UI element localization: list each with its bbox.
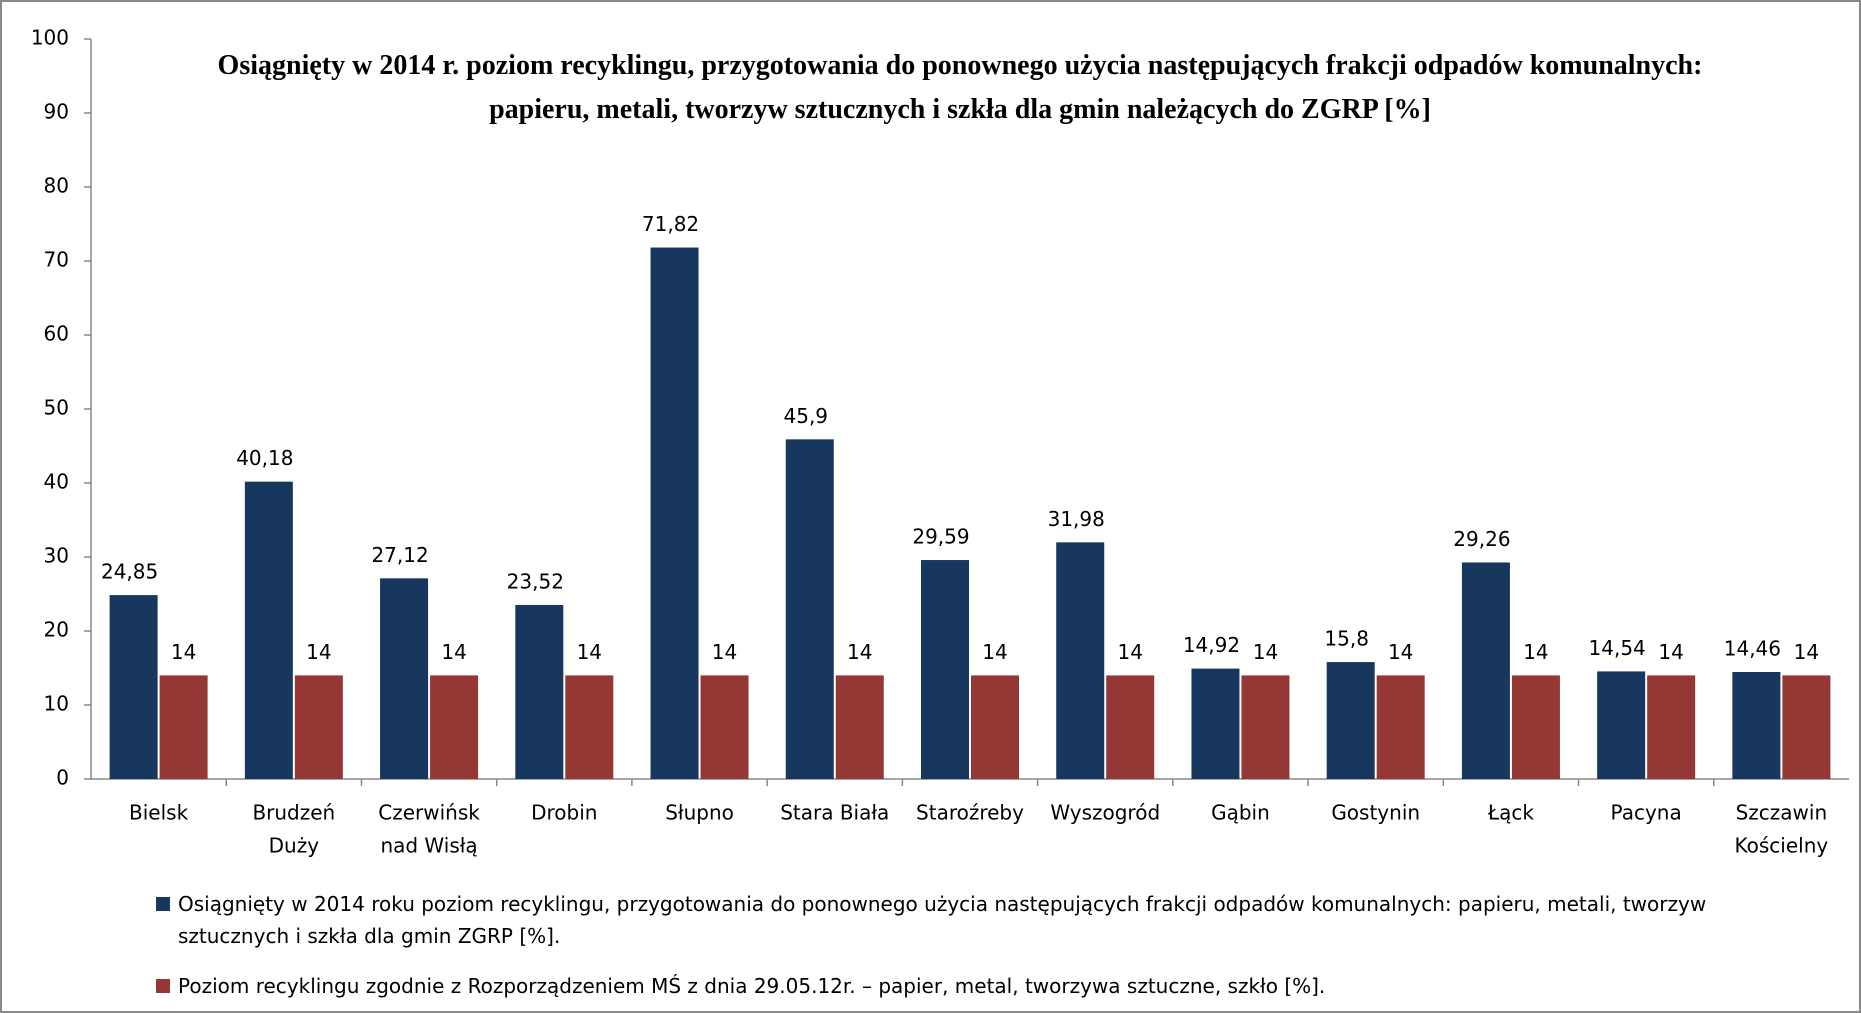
y-tick-label: 80 (44, 174, 69, 198)
bar (1326, 662, 1375, 779)
data-label: 14 (1388, 640, 1413, 664)
y-tick-label: 90 (44, 100, 69, 124)
x-tick-label: Łąck (1487, 801, 1534, 825)
y-tick-label: 70 (44, 248, 69, 272)
y-tick-label: 100 (31, 26, 69, 50)
bar (1191, 668, 1240, 779)
y-tick-label: 40 (44, 470, 69, 494)
x-tick-label: Wyszogród (1050, 801, 1160, 825)
x-tick-label: Duży (269, 834, 320, 858)
data-label: 14,54 (1589, 636, 1646, 660)
data-label: 14 (712, 640, 737, 664)
legend-swatch (156, 897, 170, 911)
bar (921, 560, 969, 779)
data-label: 14 (1658, 640, 1683, 664)
y-tick-label: 60 (44, 322, 69, 346)
bar (515, 604, 564, 779)
data-label: 29,26 (1453, 527, 1510, 551)
data-label: 14,46 (1724, 636, 1781, 660)
bar (109, 595, 158, 779)
x-tick-label: Czerwińsk (378, 801, 480, 825)
x-tick-label: Kościelny (1735, 834, 1829, 858)
data-label: 40,18 (236, 446, 293, 470)
bar (1597, 671, 1646, 779)
y-tick-label: 30 (44, 544, 69, 568)
bar (294, 675, 343, 779)
data-label: 14,92 (1183, 633, 1240, 657)
bar (244, 481, 293, 779)
y-tick-label: 50 (44, 396, 69, 420)
bar (785, 439, 834, 779)
x-tick-label: Słupno (665, 801, 734, 825)
x-tick-label: Brudzeń (252, 801, 335, 825)
data-label: 14 (1118, 640, 1143, 664)
x-tick-label: Stara Biała (780, 801, 889, 825)
data-label: 14 (1253, 640, 1278, 664)
bar (700, 675, 749, 779)
data-label: 14 (847, 640, 872, 664)
bar (1056, 542, 1105, 779)
bar (1647, 675, 1696, 779)
bar (1782, 675, 1831, 779)
legend-label: Osiągnięty w 2014 roku poziom recyklingu… (178, 892, 1707, 948)
data-label: 45,9 (784, 404, 829, 428)
x-tick-label: Drobin (531, 801, 597, 825)
data-label: 14 (441, 640, 466, 664)
data-label: 31,98 (1048, 507, 1105, 531)
data-label: 14 (1523, 640, 1548, 664)
bar (380, 578, 429, 779)
x-tick-label: Pacyna (1611, 801, 1682, 825)
legend-label: Poziom recyklingu zgodnie z Rozporządzen… (178, 974, 1326, 998)
bar (650, 247, 699, 780)
bar (1241, 675, 1290, 779)
bar (971, 675, 1019, 779)
data-label: 29,59 (912, 525, 969, 549)
legend-item: Poziom recyklingu zgodnie z Rozporządzen… (156, 970, 1738, 1002)
data-label: 24,85 (101, 560, 158, 584)
y-tick-label: 20 (44, 618, 69, 642)
data-label: 23,52 (507, 569, 564, 593)
data-label: 15,8 (1324, 627, 1369, 651)
legend-swatch (156, 979, 170, 993)
legend-item: Osiągnięty w 2014 roku poziom recyklingu… (156, 888, 1738, 952)
x-tick-label: Szczawin (1736, 801, 1828, 825)
bar (159, 675, 208, 779)
chart-title: Osiągnięty w 2014 r. poziom recyklingu, … (217, 50, 1703, 125)
bar (1732, 671, 1781, 779)
data-label: 14 (1794, 640, 1819, 664)
bar (1461, 562, 1510, 779)
bar (1511, 675, 1560, 779)
x-tick-label: Staroźreby (916, 801, 1024, 825)
x-tick-label: Bielsk (129, 801, 189, 825)
bar (565, 675, 614, 779)
bar (835, 675, 884, 779)
y-tick-label: 0 (56, 766, 69, 790)
data-label: 71,82 (642, 212, 699, 236)
data-label: 14 (982, 640, 1007, 664)
data-label: 14 (171, 640, 196, 664)
bar (430, 675, 479, 779)
y-tick-label: 10 (44, 692, 69, 716)
data-label: 14 (306, 640, 331, 664)
data-label: 14 (577, 640, 602, 664)
data-label: 27,12 (371, 543, 428, 567)
bar (1106, 675, 1155, 779)
x-tick-label: Gostynin (1331, 801, 1420, 825)
x-tick-label: nad Wisłą (380, 834, 477, 858)
bar (1376, 675, 1425, 779)
x-tick-label: Gąbin (1211, 801, 1270, 825)
